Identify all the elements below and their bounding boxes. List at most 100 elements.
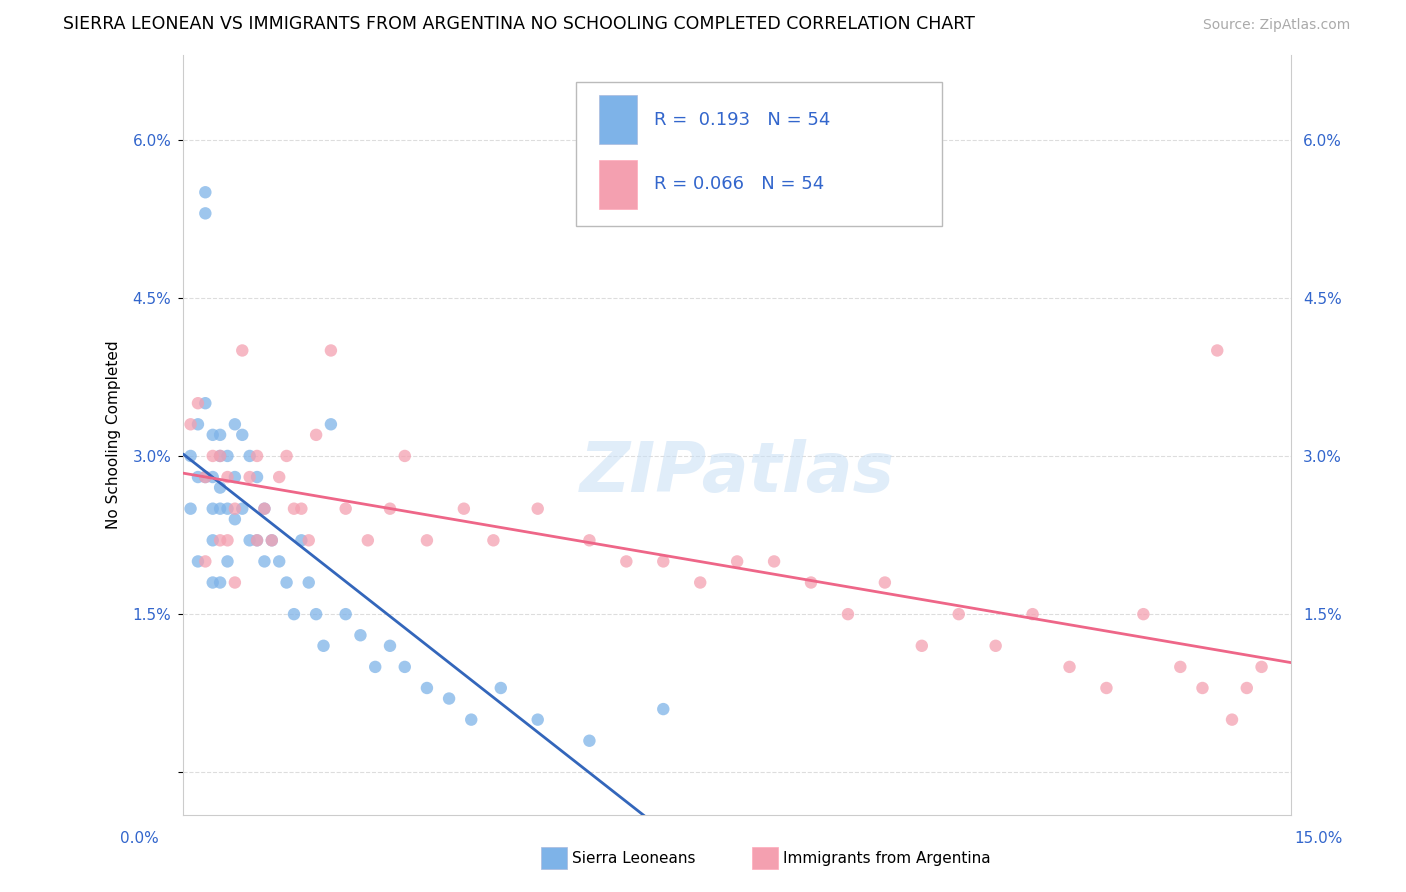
Point: [837, 607, 859, 622]
Point: [201, 470, 224, 484]
Point: [253, 554, 276, 568]
Point: [652, 554, 675, 568]
Point: [201, 501, 224, 516]
Point: [217, 554, 239, 568]
Point: [1191, 681, 1213, 695]
Point: [578, 733, 600, 747]
Point: [305, 428, 328, 442]
FancyBboxPatch shape: [576, 82, 942, 226]
Point: [1236, 681, 1258, 695]
Point: [209, 575, 232, 590]
Point: [246, 449, 269, 463]
Point: [489, 681, 512, 695]
Point: [948, 607, 970, 622]
Point: [231, 343, 253, 358]
Point: [364, 660, 387, 674]
Point: [201, 449, 224, 463]
Point: [1206, 343, 1229, 358]
Point: [873, 575, 896, 590]
Point: [194, 186, 217, 200]
Point: [482, 533, 505, 548]
Point: [298, 575, 321, 590]
Point: [1220, 713, 1243, 727]
Point: [312, 639, 335, 653]
Point: [378, 501, 401, 516]
Point: [763, 554, 786, 568]
Point: [1095, 681, 1118, 695]
Point: [357, 533, 380, 548]
Text: Source: ZipAtlas.com: Source: ZipAtlas.com: [1202, 18, 1350, 31]
Point: [209, 428, 232, 442]
Point: [209, 449, 232, 463]
Point: [224, 512, 246, 526]
Point: [319, 417, 342, 432]
Point: [276, 449, 298, 463]
Point: [224, 470, 246, 484]
Point: [217, 533, 239, 548]
Point: [260, 533, 283, 548]
Point: [217, 501, 239, 516]
Point: [224, 417, 246, 432]
Point: [378, 639, 401, 653]
Point: [1250, 660, 1272, 674]
Point: [239, 449, 262, 463]
Point: [437, 691, 460, 706]
Point: [180, 501, 202, 516]
Point: [224, 501, 246, 516]
Text: Sierra Leoneans: Sierra Leoneans: [572, 851, 696, 865]
Point: [290, 501, 312, 516]
Point: [217, 449, 239, 463]
Point: [984, 639, 1007, 653]
Point: [1132, 607, 1154, 622]
Point: [453, 501, 475, 516]
Text: R =  0.193   N = 54: R = 0.193 N = 54: [654, 111, 831, 128]
Point: [652, 702, 675, 716]
Point: [305, 607, 328, 622]
Bar: [599, 95, 637, 145]
Point: [1021, 607, 1043, 622]
Point: [231, 501, 253, 516]
Point: [209, 449, 232, 463]
Text: 0.0%: 0.0%: [120, 831, 159, 846]
Y-axis label: No Schooling Completed: No Schooling Completed: [107, 341, 121, 529]
Point: [194, 470, 217, 484]
Point: [209, 533, 232, 548]
Text: 15.0%: 15.0%: [1295, 831, 1343, 846]
Point: [194, 554, 217, 568]
Point: [614, 554, 637, 568]
Point: [201, 575, 224, 590]
Point: [187, 470, 209, 484]
Point: [239, 470, 262, 484]
Point: [253, 501, 276, 516]
Point: [689, 575, 711, 590]
Point: [224, 575, 246, 590]
Point: [231, 428, 253, 442]
Point: [187, 396, 209, 410]
Point: [460, 713, 482, 727]
Point: [253, 501, 276, 516]
Point: [180, 449, 202, 463]
Point: [239, 533, 262, 548]
Point: [335, 607, 357, 622]
Point: [526, 713, 548, 727]
Point: [911, 639, 934, 653]
Bar: [599, 160, 637, 209]
Point: [394, 660, 416, 674]
Text: SIERRA LEONEAN VS IMMIGRANTS FROM ARGENTINA NO SCHOOLING COMPLETED CORRELATION C: SIERRA LEONEAN VS IMMIGRANTS FROM ARGENT…: [63, 14, 976, 32]
Point: [394, 449, 416, 463]
Point: [201, 428, 224, 442]
Point: [349, 628, 371, 642]
Point: [201, 533, 224, 548]
Point: [209, 481, 232, 495]
Point: [217, 470, 239, 484]
Point: [269, 554, 291, 568]
Point: [298, 533, 321, 548]
Point: [194, 396, 217, 410]
Point: [319, 343, 342, 358]
Point: [1168, 660, 1191, 674]
Point: [194, 206, 217, 220]
Point: [416, 681, 439, 695]
Point: [578, 533, 600, 548]
Point: [800, 575, 823, 590]
Point: [180, 417, 202, 432]
